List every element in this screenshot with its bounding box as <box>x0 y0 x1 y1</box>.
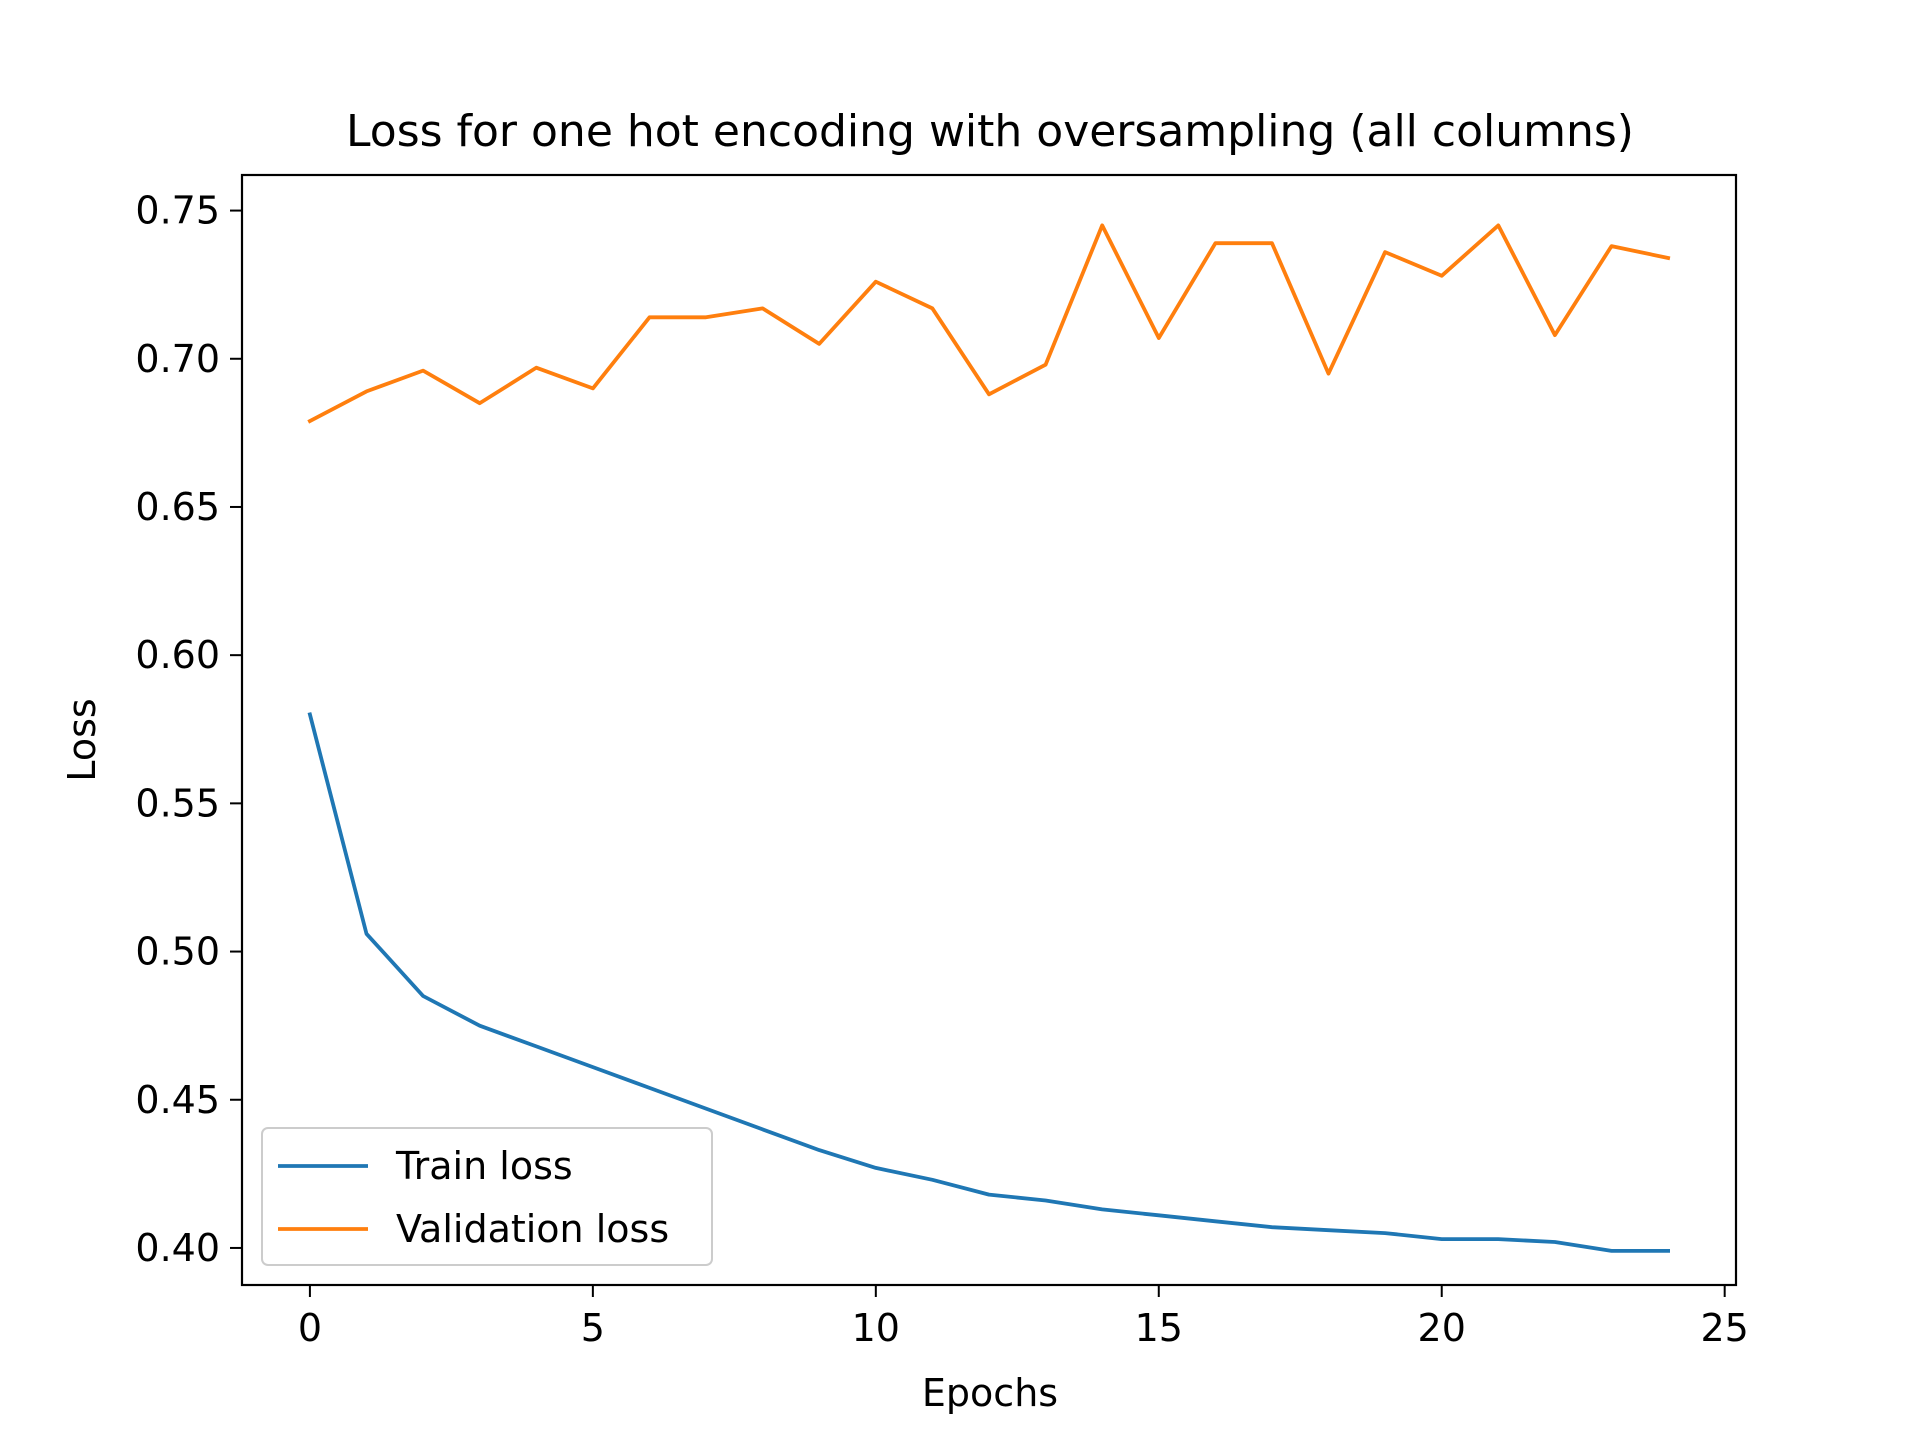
plot-frame <box>240 173 1738 1287</box>
legend-label-validation-loss: Validation loss <box>396 1207 669 1251</box>
train-loss-line <box>307 712 1670 1253</box>
x-tick-label: 5 <box>581 1306 605 1350</box>
y-tick-label: 0.40 <box>135 1226 220 1270</box>
y-tick-label: 0.60 <box>135 633 220 677</box>
x-tick-label: 0 <box>298 1306 322 1350</box>
x-tick-label: 10 <box>852 1306 900 1350</box>
y-tick-label: 0.50 <box>135 930 220 974</box>
y-tick-label: 0.45 <box>135 1078 220 1122</box>
plot-area <box>307 223 1671 1253</box>
legend-box <box>261 1127 713 1266</box>
x-axis-label: Epochs <box>922 1371 1058 1415</box>
y-tick-label: 0.70 <box>135 337 220 381</box>
x-axis: 0 5 10 15 20 25 <box>298 1285 1749 1350</box>
x-tick-label: 25 <box>1701 1306 1749 1350</box>
y-tick-label: 0.65 <box>135 485 220 529</box>
y-axis-label: Loss <box>60 698 104 781</box>
y-tick-label: 0.75 <box>135 189 220 233</box>
x-tick-label: 15 <box>1135 1306 1183 1350</box>
chart-title: Loss for one hot encoding with oversampl… <box>346 106 1634 157</box>
legend: Train loss Validation loss <box>261 1127 713 1266</box>
legend-label-train-loss: Train loss <box>395 1144 573 1188</box>
x-tick-label: 20 <box>1418 1306 1466 1350</box>
y-tick-label: 0.55 <box>135 781 220 825</box>
validation-loss-line <box>307 223 1671 424</box>
y-axis: 0.40 0.45 0.50 0.55 0.60 0.65 0.70 0.75 <box>135 189 242 1270</box>
